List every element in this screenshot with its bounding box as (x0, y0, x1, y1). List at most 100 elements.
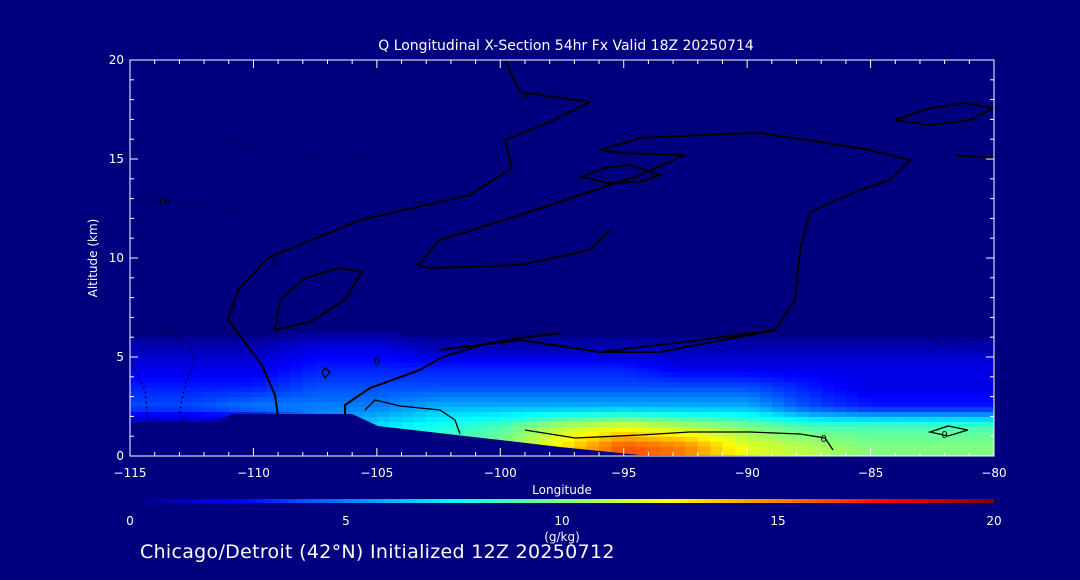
moisture-cell (734, 357, 748, 363)
moisture-cell (315, 352, 328, 358)
moisture-cell (487, 342, 501, 348)
moisture-cell (278, 386, 291, 393)
moisture-cell (130, 371, 143, 378)
moisture-cell (487, 391, 501, 398)
moisture-cell (315, 386, 328, 393)
moisture-cell (660, 406, 674, 412)
moisture-cell (290, 376, 304, 383)
moisture-cell (599, 376, 612, 383)
contour-negative-west (130, 319, 196, 426)
moisture-cell (487, 416, 501, 422)
contour-closed-loop (273, 266, 364, 332)
moisture-cell (932, 361, 946, 368)
moisture-cell (784, 426, 798, 432)
moisture-cell (759, 451, 773, 456)
moisture-cell (512, 396, 526, 403)
moisture-cell (734, 421, 748, 427)
moisture-cell (882, 366, 896, 373)
moisture-cell (302, 406, 316, 412)
moisture-cell (204, 386, 217, 393)
moisture-cell (376, 361, 390, 368)
moisture-cell (167, 406, 180, 412)
moisture-cell (562, 391, 575, 398)
moisture-cell (364, 342, 378, 348)
moisture-cell (364, 381, 378, 388)
moisture-cell (845, 416, 859, 422)
moisture-cell (870, 342, 884, 348)
moisture-cell (549, 386, 563, 393)
moisture-cell (858, 366, 872, 373)
moisture-cell (525, 357, 538, 363)
moisture-cell (771, 337, 785, 343)
moisture-cell (845, 371, 859, 378)
moisture-cell (611, 436, 625, 442)
moisture-cell (130, 386, 143, 393)
moisture-cell (241, 366, 254, 373)
moisture-cell (808, 391, 822, 398)
moisture-cell (487, 396, 501, 403)
moisture-cell (957, 361, 970, 368)
moisture-cell (426, 381, 440, 388)
moisture-cell (562, 366, 575, 373)
moisture-cell (821, 381, 835, 388)
moisture-cell (673, 441, 686, 447)
moisture-cell (315, 391, 328, 398)
contour-label: 0 (272, 258, 278, 269)
moisture-cell (907, 337, 921, 343)
moisture-cell (525, 411, 538, 417)
moisture-cell (821, 406, 835, 412)
moisture-cell (957, 381, 970, 388)
moisture-cell (969, 361, 983, 368)
moisture-cell (216, 386, 230, 393)
moisture-cell (771, 411, 785, 417)
moisture-cell (882, 371, 896, 378)
moisture-cell (537, 431, 551, 437)
moisture-cell (216, 361, 230, 368)
moisture-cell (154, 406, 168, 412)
moisture-cell (636, 446, 649, 452)
moisture-cell (290, 391, 304, 398)
moisture-cell (426, 347, 440, 353)
moisture-cell (204, 371, 217, 378)
moisture-cell (685, 352, 699, 358)
moisture-cell (759, 347, 773, 353)
moisture-cell (327, 347, 341, 353)
moisture-cell (130, 342, 143, 348)
moisture-cell (882, 342, 896, 348)
moisture-cell (636, 416, 649, 422)
moisture-cell (660, 421, 674, 427)
moisture-cell (562, 436, 575, 442)
moisture-cell (191, 352, 205, 358)
moisture-cell (833, 342, 847, 348)
moisture-cell (352, 386, 366, 393)
moisture-cell (882, 352, 896, 358)
moisture-cell (697, 357, 711, 363)
moisture-cell (401, 421, 415, 427)
moisture-cell (574, 342, 588, 348)
moisture-cell (957, 342, 970, 348)
moisture-cell (796, 386, 810, 393)
moisture-cell (253, 381, 267, 388)
moisture-cell (957, 371, 970, 378)
moisture-cell (463, 376, 477, 383)
moisture-cell (981, 381, 994, 388)
moisture-cell (882, 401, 896, 408)
moisture-cell (944, 431, 958, 437)
moisture-cell (636, 411, 649, 417)
moisture-cell (636, 337, 649, 343)
moisture-cell (130, 357, 143, 363)
moisture-cell (697, 376, 711, 383)
moisture-cell (771, 421, 785, 427)
moisture-cell (450, 381, 464, 388)
moisture-cell (500, 436, 514, 442)
moisture-cell (179, 361, 193, 368)
moisture-cell (142, 401, 156, 408)
moisture-cell (241, 391, 254, 398)
moisture-cell (130, 406, 143, 412)
moisture-cell (290, 337, 304, 343)
moisture-cell (734, 347, 748, 353)
moisture-cell (710, 421, 723, 427)
moisture-cell (722, 416, 736, 422)
moisture-cell (191, 376, 205, 383)
moisture-cell (426, 361, 440, 368)
